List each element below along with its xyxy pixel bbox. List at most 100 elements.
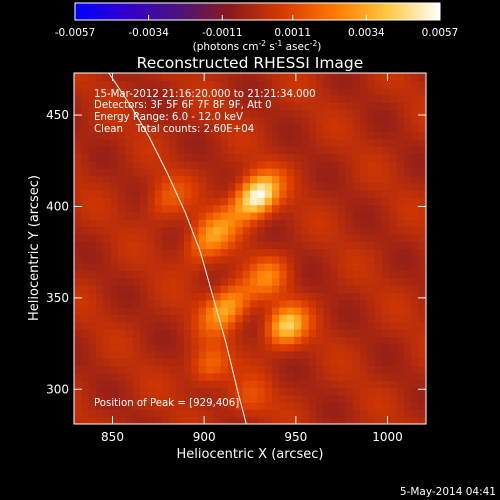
heatmap-cell	[374, 336, 383, 345]
heatmap-cell	[418, 358, 426, 367]
heatmap-cell	[242, 409, 251, 418]
heatmap-cell	[206, 321, 214, 330]
heatmap-cell	[367, 416, 376, 424]
heatmap-cell	[279, 197, 288, 206]
heatmap-cell	[374, 94, 383, 103]
heatmap-cell	[154, 204, 163, 213]
heatmap-cell	[301, 131, 310, 140]
heatmap-cell	[191, 146, 200, 155]
heatmap-cell	[389, 292, 398, 301]
heatmap-cell	[294, 387, 302, 396]
heatmap-cell	[301, 190, 310, 198]
heatmap-cell	[206, 204, 214, 213]
heatmap-cell	[272, 394, 280, 403]
heatmap-cell	[132, 233, 141, 242]
heatmap-cell	[206, 182, 214, 191]
heatmap-cell	[294, 87, 302, 96]
heatmap-cell	[213, 197, 222, 206]
heatmap-cell	[250, 175, 258, 184]
heatmap-cell	[220, 211, 229, 220]
heatmap-cell	[257, 160, 266, 169]
heatmap-cell	[118, 116, 126, 125]
heatmap-cell	[213, 314, 222, 323]
heatmap-cell	[198, 299, 207, 308]
heatmap-cell	[382, 343, 390, 352]
heatmap-cell	[96, 387, 104, 396]
heatmap-cell	[96, 87, 104, 96]
heatmap-cell	[257, 321, 266, 330]
heatmap-cell	[81, 138, 90, 147]
heatmap-cell	[140, 350, 148, 359]
heatmap-cell	[220, 343, 229, 352]
heatmap-cell	[140, 285, 148, 293]
heatmap-cell	[228, 168, 236, 176]
heatmap-cell	[220, 131, 229, 140]
heatmap-cell	[176, 292, 185, 301]
heatmap-cell	[74, 175, 82, 184]
heatmap-cell	[389, 336, 398, 345]
heatmap-cell	[382, 190, 390, 198]
heatmap-cell	[367, 160, 376, 169]
heatmap-cell	[279, 292, 288, 301]
heatmap-cell	[125, 124, 134, 133]
heatmap-cell	[118, 197, 126, 206]
heatmap-cell	[352, 197, 361, 206]
heatmap-cell	[286, 197, 295, 206]
heatmap-cell	[286, 270, 295, 279]
heatmap-cell	[301, 402, 310, 410]
heatmap-cell	[110, 365, 119, 374]
heatmap-cell	[404, 416, 412, 424]
heatmap-cell	[360, 394, 368, 403]
heatmap-cell	[169, 255, 178, 264]
heatmap-cell	[279, 336, 288, 345]
heatmap-cell	[110, 321, 119, 330]
heatmap-cell	[162, 263, 170, 272]
heatmap-cell	[154, 263, 163, 272]
heatmap-cell	[118, 263, 126, 272]
heatmap-cell	[316, 307, 324, 315]
heatmap-cell	[279, 94, 288, 103]
heatmap-cell	[338, 182, 346, 191]
heatmap-cell	[272, 255, 280, 264]
heatmap-cell	[191, 153, 200, 162]
heatmap-cell	[250, 138, 258, 147]
solar-limb-line	[108, 73, 247, 424]
heatmap-cell	[110, 372, 119, 381]
heatmap-cell	[272, 124, 280, 133]
heatmap-cell	[103, 102, 112, 111]
heatmap-cell	[250, 197, 258, 206]
heatmap-cell	[345, 336, 354, 345]
heatmap-cell	[103, 211, 112, 220]
heatmap-cell	[74, 168, 82, 176]
heatmap-cell	[74, 80, 82, 89]
heatmap-cell	[286, 336, 295, 345]
heatmap-cell	[396, 131, 405, 140]
heatmap-cell	[147, 73, 156, 81]
heatmap-cell	[389, 409, 398, 418]
heatmap-cell	[286, 241, 295, 250]
heatmap-cell	[316, 175, 324, 184]
heatmap-cell	[154, 87, 163, 96]
heatmap-cell	[330, 394, 339, 403]
heatmap-cell	[264, 409, 273, 418]
heatmap-cell	[272, 402, 280, 410]
heatmap-cell	[374, 255, 383, 264]
heatmap-cell	[382, 146, 390, 155]
heatmap-cell	[323, 321, 332, 330]
heatmap-cell	[367, 299, 376, 308]
heatmap-cell	[360, 190, 368, 198]
heatmap-cell	[360, 219, 368, 228]
heatmap-cell	[184, 263, 192, 272]
heatmap-cell	[169, 138, 178, 147]
heatmap-cell	[88, 138, 97, 147]
heatmap-cell	[330, 138, 339, 147]
heatmap-cell	[242, 270, 251, 279]
heatmap-cell	[132, 131, 141, 140]
heatmap-cell	[308, 292, 317, 301]
heatmap-cell	[147, 409, 156, 418]
heatmap-cell	[338, 146, 346, 155]
heatmap-cell	[404, 73, 412, 81]
heatmap-cell	[294, 116, 302, 125]
heatmap-cell	[301, 233, 310, 242]
heatmap-cell	[125, 102, 134, 111]
